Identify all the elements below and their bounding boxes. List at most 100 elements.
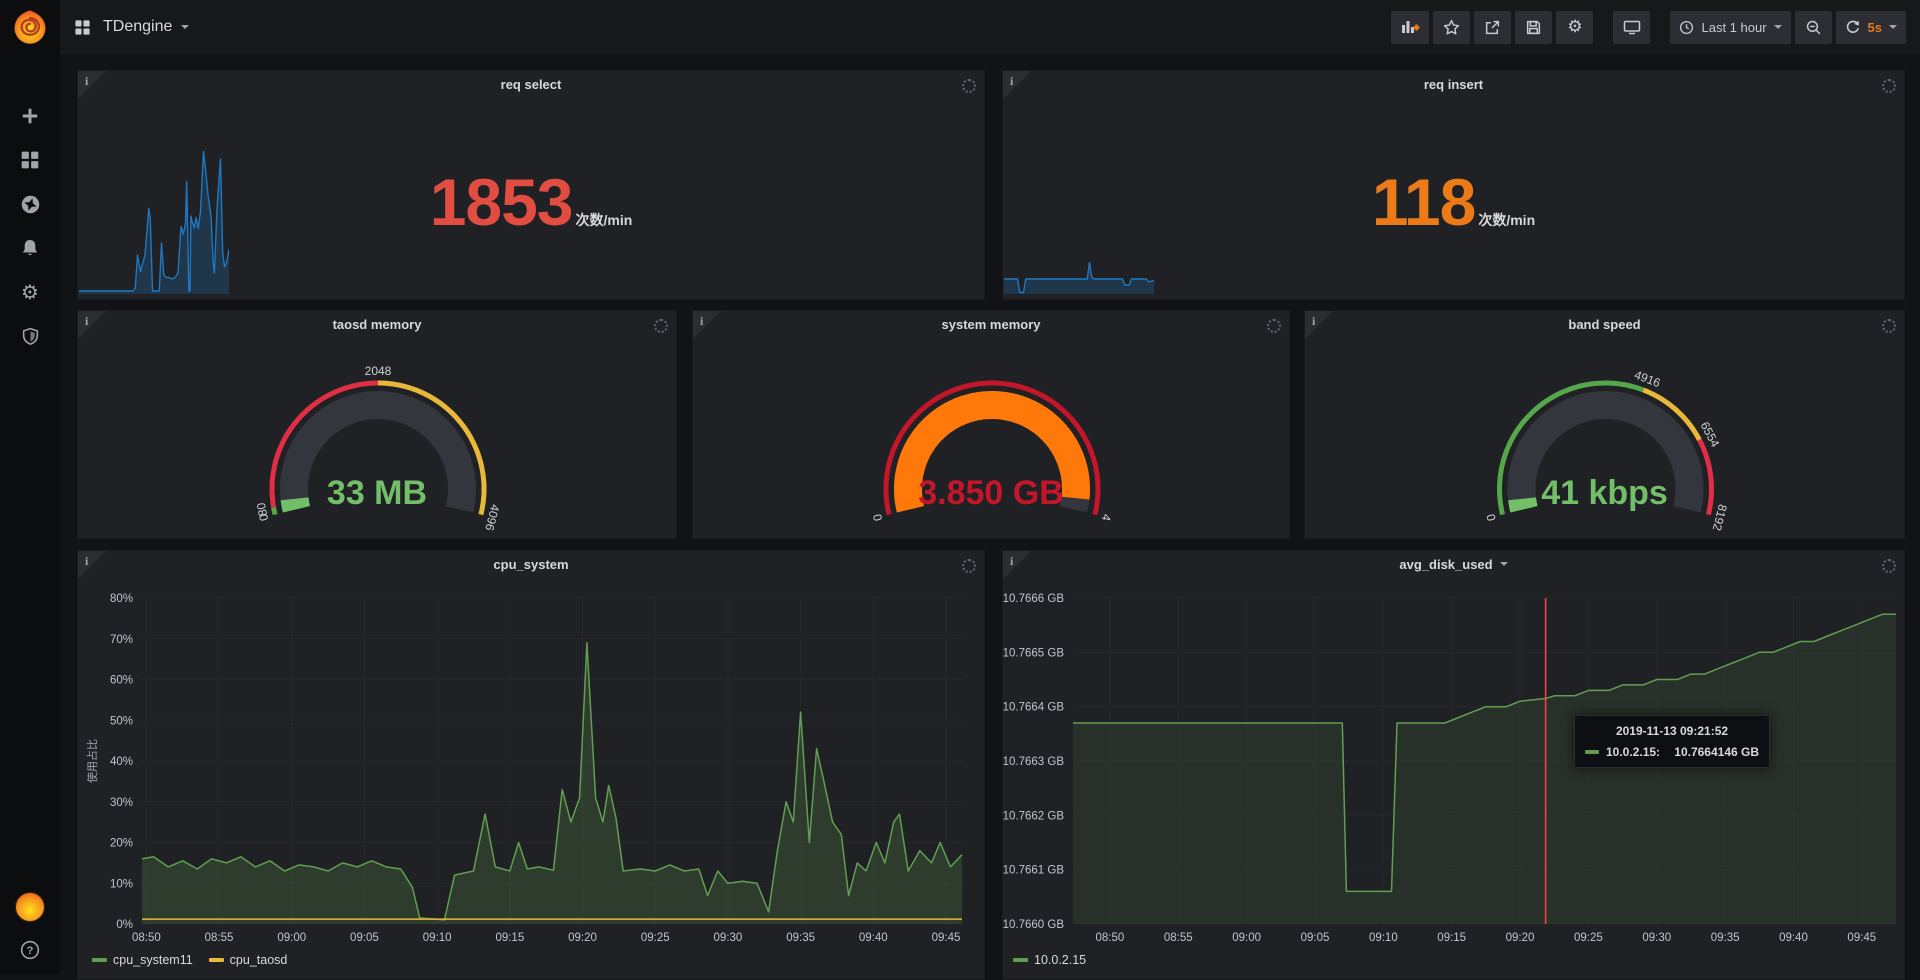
legend-item-cpu-system11[interactable]: cpu_system11 <box>92 953 193 967</box>
svg-text:4096: 4096 <box>482 503 502 533</box>
info-icon[interactable]: i <box>1312 314 1315 329</box>
panel-avg-disk-used: i avg_disk_used 10.7660 GB 10.7661 GB 10.7… <box>1002 550 1905 980</box>
dashboards-grid-icon <box>20 150 40 170</box>
tooltip-series-name: 10.0.2.15: <box>1606 745 1660 759</box>
loading-spinner-icon <box>962 559 976 573</box>
legend-item-cpu-taosd[interactable]: cpu_taosd <box>209 953 288 967</box>
panel-title[interactable]: system memory <box>693 311 1289 337</box>
svg-text:10.7666 GB: 10.7666 GB <box>1003 593 1064 605</box>
chart-legend: 10.0.2.15 <box>1013 953 1086 967</box>
add-panel-icon <box>1400 19 1420 35</box>
panel-req-select: i req select 1853 次数/min <box>77 70 985 300</box>
panel-cpu-system: i cpu_system 0%10%20%30%40%50%60%70%80%0… <box>77 550 985 980</box>
panel-title[interactable]: req select <box>78 71 984 97</box>
sidebar-item-alerting[interactable] <box>0 226 60 270</box>
sparkline-chart <box>79 144 229 294</box>
panel-title[interactable]: taosd memory <box>78 311 676 337</box>
refresh-button-group[interactable]: 5s <box>1836 11 1906 44</box>
grafana-logo[interactable] <box>0 0 60 54</box>
svg-text:09:40: 09:40 <box>859 932 888 944</box>
sparkline-chart <box>1004 144 1154 294</box>
info-icon[interactable]: i <box>700 314 703 329</box>
loading-spinner-icon <box>654 319 668 333</box>
sidebar-item-configuration[interactable]: ⚙ <box>0 270 60 314</box>
panel-title[interactable]: req insert <box>1003 71 1904 97</box>
sidebar-item-dashboards[interactable] <box>0 138 60 182</box>
graph-tooltip: 2019-11-13 09:21:52 10.0.2.15: 10.766414… <box>1574 715 1770 768</box>
zoom-out-time-button[interactable] <box>1795 11 1832 44</box>
svg-text:0: 0 <box>870 512 885 522</box>
dashboard-title-dropdown[interactable]: TDengine <box>103 18 189 36</box>
info-icon[interactable]: i <box>1010 74 1013 89</box>
svg-text:09:30: 09:30 <box>714 932 743 944</box>
svg-text:09:20: 09:20 <box>1506 932 1535 944</box>
user-avatar[interactable] <box>15 892 45 922</box>
panel-title[interactable]: cpu_system <box>78 551 984 577</box>
cycle-view-tv-button[interactable] <box>1613 11 1650 44</box>
add-panel-button[interactable] <box>1391 11 1429 44</box>
save-dashboard-button[interactable] <box>1515 11 1552 44</box>
dashboard-settings-button[interactable]: ⚙ <box>1556 11 1593 44</box>
share-dashboard-button[interactable] <box>1474 11 1511 44</box>
panel-band-speed: i band speed 0491665548192 41 kbps <box>1304 310 1905 539</box>
svg-text:?: ? <box>27 945 34 957</box>
help-icon: ? <box>20 940 40 960</box>
sidebar-item-create[interactable] <box>0 94 60 138</box>
gauge-chart: 08020484096 <box>78 311 677 539</box>
panel-menu-caret-icon <box>1500 562 1508 566</box>
monitor-icon <box>1623 19 1641 36</box>
svg-text:09:25: 09:25 <box>1574 932 1603 944</box>
svg-text:0%: 0% <box>116 919 133 931</box>
tooltip-series-value: 10.7664146 GB <box>1674 745 1759 759</box>
loading-spinner-icon <box>1882 79 1896 93</box>
panel-title[interactable]: avg_disk_used <box>1003 551 1904 577</box>
svg-text:08:55: 08:55 <box>1164 932 1193 944</box>
svg-text:09:15: 09:15 <box>495 932 524 944</box>
time-series-chart[interactable]: 0%10%20%30%40%50%60%70%80%08:5008:5509:0… <box>78 551 985 980</box>
sidebar-item-server-admin[interactable] <box>0 314 60 358</box>
dashboard-squares-button[interactable] <box>74 19 91 36</box>
loading-spinner-icon <box>962 79 976 93</box>
bell-icon <box>20 238 40 258</box>
svg-text:4: 4 <box>1099 513 1114 523</box>
stat-unit: 次数/min <box>1478 210 1535 230</box>
top-navbar: TDengine ⚙ <box>60 0 1920 54</box>
compass-icon <box>20 194 41 215</box>
svg-text:09:05: 09:05 <box>1301 932 1330 944</box>
info-icon[interactable]: i <box>85 554 88 569</box>
svg-text:09:00: 09:00 <box>1232 932 1261 944</box>
panel-system-memory: i system memory 04 3.850 GB <box>692 310 1290 539</box>
legend-color-dash <box>209 958 224 962</box>
refresh-icon <box>1845 19 1861 35</box>
save-icon <box>1525 19 1542 36</box>
panel-title[interactable]: band speed <box>1305 311 1904 337</box>
svg-text:20%: 20% <box>110 838 133 850</box>
tooltip-series-dash <box>1585 750 1599 754</box>
time-range-picker[interactable]: Last 1 hour <box>1670 11 1790 44</box>
sidebar-item-explore[interactable] <box>0 182 60 226</box>
chart-legend: cpu_system11 cpu_taosd <box>92 953 287 967</box>
svg-text:0: 0 <box>1484 512 1499 522</box>
gear-icon: ⚙ <box>1567 19 1582 36</box>
sidebar-item-help[interactable]: ? <box>0 938 60 962</box>
plus-icon <box>20 106 40 126</box>
loading-spinner-icon <box>1267 319 1281 333</box>
grafana-logo-icon <box>11 8 49 46</box>
svg-text:08:50: 08:50 <box>132 932 161 944</box>
navbar-actions: ⚙ Last 1 hour <box>1391 11 1906 44</box>
info-icon[interactable]: i <box>85 314 88 329</box>
stat-value: 1853 <box>430 169 573 235</box>
svg-text:10.7661 GB: 10.7661 GB <box>1003 865 1064 877</box>
loading-spinner-icon <box>1882 559 1896 573</box>
svg-text:09:10: 09:10 <box>1369 932 1398 944</box>
stat-value: 118 <box>1372 169 1475 235</box>
svg-text:8192: 8192 <box>1710 503 1730 533</box>
svg-text:10.7660 GB: 10.7660 GB <box>1003 919 1064 931</box>
info-icon[interactable]: i <box>85 74 88 89</box>
svg-text:70%: 70% <box>110 634 133 646</box>
refresh-interval-label: 5s <box>1868 20 1882 35</box>
star-dashboard-button[interactable] <box>1433 11 1470 44</box>
info-icon[interactable]: i <box>1010 554 1013 569</box>
legend-item-host[interactable]: 10.0.2.15 <box>1013 953 1086 967</box>
chevron-down-icon <box>1889 25 1897 29</box>
